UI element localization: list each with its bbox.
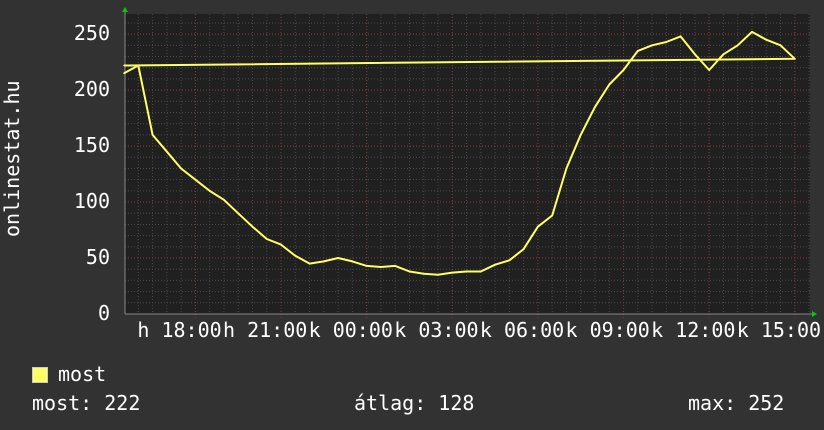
data-point (265, 238, 268, 240)
data-point (365, 265, 368, 267)
data-point (793, 57, 796, 60)
data-point (665, 41, 668, 43)
data-point (323, 260, 325, 263)
data-point (722, 53, 725, 56)
data-point (380, 266, 382, 268)
data-point (123, 72, 125, 75)
y-tick-label: 100 (73, 189, 110, 214)
data-point (694, 53, 696, 56)
y-tick-label: 50 (85, 245, 110, 270)
data-point (137, 64, 140, 67)
data-point (565, 167, 568, 170)
data-point (422, 272, 425, 275)
data-point (151, 134, 154, 136)
data-point (308, 262, 311, 265)
data-point (337, 257, 339, 259)
data-point (608, 83, 611, 86)
x-tick-label: k 09:00 (565, 318, 650, 342)
data-point (651, 44, 653, 47)
x-tick-label: k 03:00 (394, 318, 479, 342)
data-point (522, 248, 525, 250)
data-point (394, 265, 396, 267)
data-point (537, 225, 539, 228)
y-tick-label: 200 (73, 77, 110, 102)
data-point (294, 254, 297, 257)
data-point (736, 44, 739, 47)
x-tick-label: k 00:00 (308, 318, 393, 342)
x-tick-label: h 18:00 (137, 318, 222, 342)
data-point (208, 190, 211, 192)
stat-maximum: max: 252 (688, 391, 785, 415)
y-tick-label: 150 (73, 133, 110, 158)
data-point (579, 134, 582, 136)
y-tick-label: 0 (97, 301, 110, 325)
data-point (765, 38, 768, 41)
data-point (123, 64, 125, 67)
stat-average: átlag: 128 (354, 391, 475, 415)
x-axis-arrow-icon (812, 311, 817, 317)
data-point (194, 178, 197, 181)
x-tick-label: k 15:00 (736, 318, 822, 342)
y-axis-label: onlinestat.hu (0, 80, 24, 237)
x-tick-label: k 12:00 (651, 318, 736, 342)
x-tick-label: k 06:00 (479, 318, 565, 342)
stat-current: most: 222 (32, 391, 141, 415)
x-tick-label: h 21:00 (223, 318, 308, 342)
data-point (451, 271, 454, 274)
data-point (494, 263, 496, 266)
data-point (166, 150, 168, 153)
y-axis-arrow-icon (122, 7, 128, 12)
data-point (408, 270, 411, 273)
data-point (508, 259, 511, 262)
data-point (594, 106, 596, 108)
data-point (251, 225, 254, 228)
data-point (237, 212, 240, 215)
y-tick-label: 250 (73, 21, 110, 46)
data-point (480, 270, 482, 273)
data-point (551, 214, 553, 217)
data-point (465, 270, 468, 273)
data-point (180, 167, 182, 170)
legend-swatch (32, 367, 48, 383)
data-point (223, 199, 225, 201)
data-point (437, 274, 439, 276)
legend-label: most (58, 362, 107, 386)
data-point (679, 35, 682, 38)
data-point (622, 69, 625, 71)
data-point (708, 69, 710, 71)
data-point (636, 50, 639, 52)
data-point (751, 31, 753, 33)
data-point (779, 44, 782, 47)
data-point (280, 243, 282, 246)
data-point (351, 260, 354, 263)
